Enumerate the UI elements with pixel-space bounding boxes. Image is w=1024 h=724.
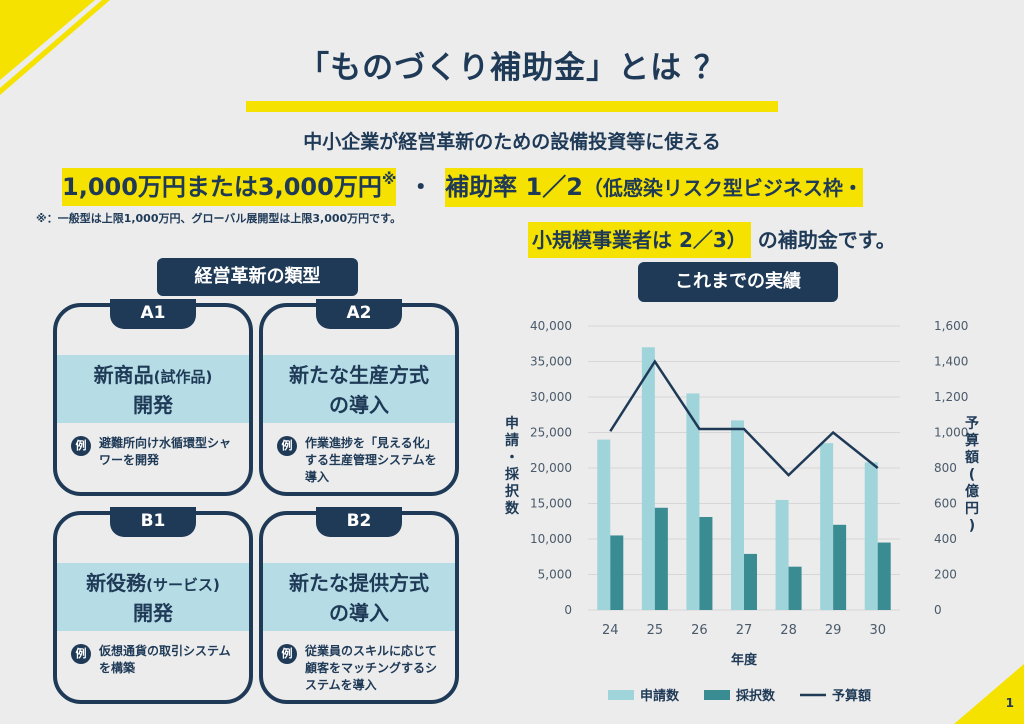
card-title: 新商品(試作品) 開発 [57,355,249,423]
bar-applied [820,443,834,610]
bar-adopted [744,553,757,610]
headline-small-business: 小規模事業者は 2／3） [528,222,751,258]
y-tick-label: 15,000 [530,497,572,511]
bar-applied [775,499,789,610]
card-example: 例作業進捗を「見える化」する生産管理システムを導入 [277,435,447,486]
card-example: 例従業員のスキルに応じて顧客をマッチングするシステムを導入 [277,643,447,694]
y-tick-label: 0 [564,603,572,617]
y-tick-label: 10,000 [530,532,572,546]
y-tick-label: 25,000 [530,426,572,440]
y2-tick-label: 1,400 [934,355,968,369]
card-tab: A1 [110,299,196,329]
bar-applied [864,462,878,610]
headline-tail: の補助金です。 [757,228,896,252]
bar-applied [686,393,700,610]
type-card-a1: A1 新商品(試作品) 開発 例避難所向け水循環型シャワーを開発 [53,299,253,496]
headline-line-1: 1,000万円または3,000万円※ ・ 補助率 1／2（低感染リスク型ビジネス… [62,168,863,207]
legend-label-budget: 予算額 [832,688,871,704]
y-axis-label-char: 申 [505,415,519,432]
card-title: 新役務(サービス) 開発 [57,563,249,631]
bar-adopted [610,535,624,610]
card-tab: B1 [110,507,196,537]
bar-adopted [654,507,668,610]
types-label: 経営革新の類型 [157,258,358,296]
y-tick-label: 30,000 [530,390,572,404]
y-axis-label-char: 採 [505,466,520,483]
headline-dot: ・ [408,173,433,201]
type-card-a2: A2 新たな生産方式 の導入 例作業進捗を「見える化」する生産管理システムを導入 [259,299,459,496]
y2-tick-label: 1,000 [934,426,968,440]
y-axis-label-char: 請 [505,432,519,449]
corner-decoration-top-left [0,0,110,95]
x-tick-label: 27 [736,623,753,638]
example-badge: 例 [71,436,91,456]
y2-tick-label: 200 [934,568,957,582]
y-tick-label: 5,000 [538,568,572,582]
x-tick-label: 24 [602,623,619,638]
y2-axis-label-char: ) [969,518,975,534]
corner-decoration-bottom-right [954,664,1024,724]
x-tick-label: 29 [825,623,842,638]
y2-axis-label-char: 予 [965,416,979,432]
bar-adopted [877,542,891,610]
y2-axis-label-char: 額 [964,449,979,466]
legend-label-adopted: 採択数 [736,688,776,704]
subtitle: 中小企業が経営革新のための設備投資等に使える [303,131,721,153]
page-number: 1 [1005,696,1014,710]
y2-tick-label: 1,600 [934,319,968,333]
headline-rate-block: 補助率 1／2（低感染リスク型ビジネス枠・ [445,168,863,207]
example-badge: 例 [277,644,297,664]
bar-adopted [788,566,802,610]
x-tick-label: 25 [647,623,664,638]
y-tick-label: 40,000 [530,319,572,333]
card-tab: B2 [316,507,402,537]
example-badge: 例 [71,644,91,664]
y2-axis-label-char: 算 [965,432,979,449]
headline-amount: 1,000万円または3,000万円※ [62,168,397,206]
legend-label-applied: 申請数 [640,688,680,704]
x-tick-label: 28 [780,623,797,638]
type-card-b2: B2 新たな提供方式 の導入 例従業員のスキルに応じて顧客をマッチングするシステム… [259,507,459,704]
y2-tick-label: 400 [934,532,957,546]
y-tick-label: 20,000 [530,461,572,475]
card-title: 新たな生産方式 の導入 [263,355,455,423]
page-title: 「ものづくり補助金」とは ？ [298,50,726,86]
y2-tick-label: 600 [934,497,957,511]
y2-tick-label: 800 [934,461,957,475]
results-label: これまでの実績 [638,262,838,302]
title-underline [246,101,778,112]
headline-line-2: 小規模事業者は 2／3） の補助金です。 [528,222,896,258]
bar-applied [731,420,744,610]
y2-tick-label: 0 [934,603,942,617]
y-tick-label: 35,000 [530,355,572,369]
card-example: 例避難所向け水循環型シャワーを開発 [71,435,241,469]
results-chart: 0 5,000 10,000 15,000 20,000 25,000 30,000 35,0… [505,319,979,704]
y2-axis-label-char: 億 [965,483,979,500]
y-axis-label-char: ・ [505,450,519,466]
bar-applied [641,347,655,610]
legend-swatch-applied [608,690,634,700]
x-tick-label: 26 [691,623,708,638]
y2-axis-label-char: ( [969,467,975,483]
y2-axis-label-char: 円 [965,501,979,517]
x-axis-label: 年度 [731,652,758,668]
card-example: 例仮想通貨の取引システムを構築 [71,643,241,677]
budget-line [609,359,879,477]
y-axis-label-char: 数 [505,500,520,517]
example-badge: 例 [277,436,297,456]
x-tick-label: 30 [869,623,886,638]
card-tab: A2 [316,299,402,329]
card-title: 新たな提供方式 の導入 [263,563,455,631]
legend-swatch-adopted [704,690,730,700]
bar-applied [597,439,611,610]
y2-tick-label: 1,200 [934,390,968,404]
footnote: ※：一般型は上限1,000万円、グローバル展開型は上限3,000万円です。 [36,212,402,225]
bar-adopted [699,516,713,610]
type-card-b1: B1 新役務(サービス) 開発 例仮想通貨の取引システムを構築 [53,507,253,704]
y-axis-label-char: 択 [505,483,520,500]
bar-adopted [833,524,847,610]
